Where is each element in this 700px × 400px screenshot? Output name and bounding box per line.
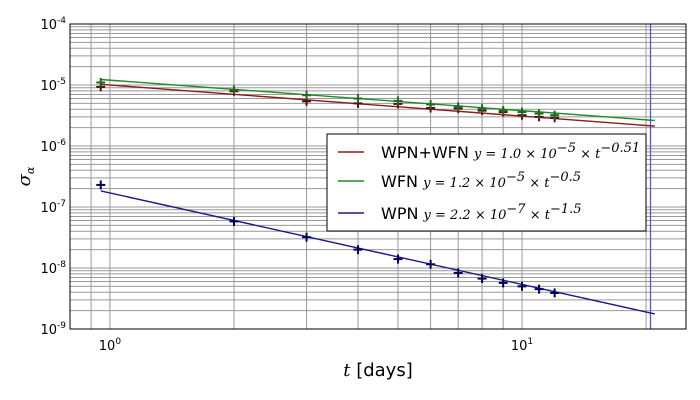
fit-line-wfn bbox=[100, 78, 655, 122]
tick-exponent: -8 bbox=[57, 260, 66, 270]
legend-equation-texp: −0.5 bbox=[550, 170, 582, 185]
fit-line-wpn-wfn bbox=[100, 83, 655, 127]
data-point bbox=[302, 232, 312, 242]
x-tick-label: 100 bbox=[99, 337, 122, 354]
tick-base: 10 bbox=[40, 262, 57, 277]
legend-series-name: WFN bbox=[381, 172, 423, 191]
data-point bbox=[517, 107, 527, 117]
data-point bbox=[453, 102, 463, 112]
legend-series-name: WPN+WFN bbox=[381, 143, 474, 162]
data-markers bbox=[96, 77, 560, 298]
legend-equation: y = 1.0 × 10 bbox=[473, 147, 557, 162]
data-point bbox=[426, 259, 436, 269]
data-point bbox=[229, 216, 239, 226]
data-point bbox=[534, 109, 544, 119]
legend-entry-wpn-wfn: WPN+WFN y = 1.0 × 10−5 × t−0.51 bbox=[338, 141, 640, 162]
data-point bbox=[498, 278, 508, 288]
data-point bbox=[477, 104, 487, 114]
data-point bbox=[96, 180, 106, 190]
fit-line-wpn bbox=[100, 190, 655, 315]
tick-exponent: 0 bbox=[115, 337, 121, 347]
legend-entry-wfn: WFN y = 1.2 × 10−5 × t−0.5 bbox=[338, 170, 581, 191]
y-tick-label: 10-4 bbox=[40, 16, 66, 33]
legend-equation: y = 2.2 × 10 bbox=[423, 208, 507, 223]
tick-base: 10 bbox=[40, 201, 57, 216]
tick-base: 10 bbox=[40, 79, 57, 94]
tick-exponent: -9 bbox=[57, 321, 66, 331]
legend-equation-texp: −0.51 bbox=[600, 141, 640, 156]
legend-series-name: WPN bbox=[381, 204, 424, 223]
legend-equation-texp: −1.5 bbox=[550, 202, 582, 217]
tick-base: 10 bbox=[40, 323, 57, 338]
tick-base: 10 bbox=[40, 18, 57, 33]
tick-base: 10 bbox=[40, 140, 57, 155]
x-tick-label: 101 bbox=[511, 337, 533, 354]
y-tick-label: 10-9 bbox=[40, 321, 66, 338]
y-tick-label: 10-8 bbox=[40, 260, 66, 277]
legend-equation-tail: × t bbox=[526, 208, 551, 223]
tick-base: 10 bbox=[511, 339, 528, 354]
data-point bbox=[453, 268, 463, 278]
legend-label: WFN y = 1.2 × 10−5 × t−0.5 bbox=[381, 170, 581, 191]
y-axis-sub: α bbox=[24, 166, 37, 174]
tick-exponent: -6 bbox=[57, 138, 66, 148]
tick-base: 10 bbox=[99, 339, 116, 354]
tick-exponent: -4 bbox=[57, 16, 66, 26]
data-point bbox=[426, 99, 436, 109]
y-axis-label: σα bbox=[14, 166, 37, 186]
data-point bbox=[393, 254, 403, 264]
fit-lines bbox=[100, 78, 655, 315]
legend-equation-exp: −5 bbox=[557, 141, 576, 156]
data-point bbox=[534, 284, 544, 294]
data-point bbox=[393, 96, 403, 106]
tick-exponent: -7 bbox=[57, 199, 66, 209]
legend-equation: y = 1.2 × 10 bbox=[422, 176, 506, 191]
x-axis-var: t bbox=[343, 360, 351, 381]
data-point bbox=[96, 77, 106, 87]
y-tick-label: 10-6 bbox=[40, 138, 66, 155]
plot-frame bbox=[69, 23, 687, 330]
data-point bbox=[353, 94, 363, 104]
legend-label: WPN y = 2.2 × 10−7 × t−1.5 bbox=[381, 202, 582, 223]
data-point bbox=[302, 90, 312, 100]
data-point bbox=[550, 288, 560, 298]
legend-label: WPN+WFN y = 1.0 × 10−5 × t−0.51 bbox=[381, 141, 640, 162]
x-axis-label: t [days] bbox=[343, 360, 413, 381]
tick-exponent: -5 bbox=[57, 77, 66, 87]
data-point bbox=[477, 274, 487, 284]
data-point bbox=[229, 85, 239, 95]
data-point bbox=[498, 106, 508, 116]
data-point bbox=[353, 245, 363, 255]
legend-equation-tail: × t bbox=[576, 147, 601, 162]
data-point bbox=[550, 110, 560, 120]
legend-equation-exp: −7 bbox=[506, 202, 526, 217]
y-tick-label: 10-5 bbox=[40, 77, 66, 94]
tick-exponent: 1 bbox=[527, 337, 533, 347]
legend-equation-exp: −5 bbox=[506, 170, 525, 185]
y-tick-label: 10-7 bbox=[40, 199, 66, 216]
legend-equation-tail: × t bbox=[525, 176, 550, 191]
y-axis-var: σ bbox=[14, 173, 35, 186]
legend-box bbox=[326, 133, 647, 232]
legend-entry-wpn: WPN y = 2.2 × 10−7 × t−1.5 bbox=[338, 202, 582, 223]
x-axis-unit: [days] bbox=[350, 360, 412, 381]
data-point bbox=[517, 281, 527, 291]
